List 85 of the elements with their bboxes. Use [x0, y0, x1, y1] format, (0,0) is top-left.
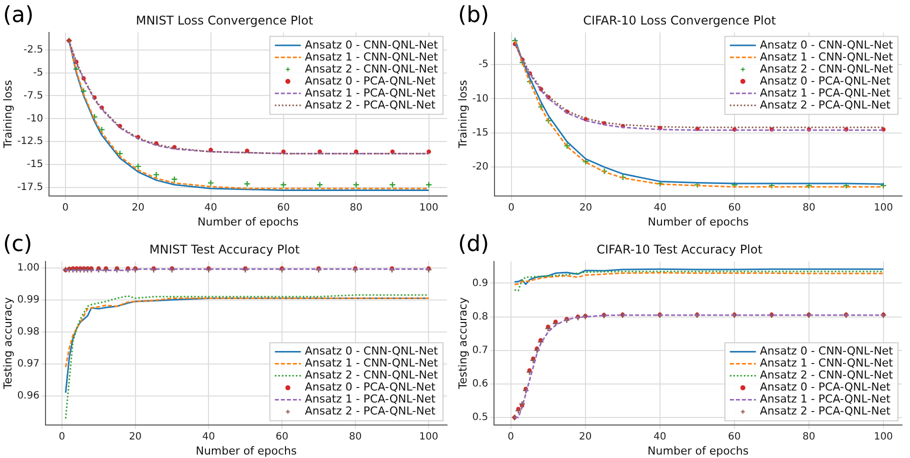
x-tick-label: 0 — [508, 431, 514, 442]
x-axis-title: Number of epochs — [198, 215, 299, 228]
x-tick-label: 40 — [654, 431, 666, 442]
chart-title: CIFAR-10 Loss Convergence Plot — [583, 13, 776, 28]
y-tick-label: -12.5 — [17, 136, 44, 148]
x-tick-label: 80 — [350, 202, 363, 214]
legend-label: Ansatz 0 - CNN-QNL-Net — [304, 38, 439, 52]
text: (a) — [3, 3, 34, 28]
y-axis-title: Training loss — [1, 80, 14, 150]
x-tick-label: 80 — [802, 202, 816, 214]
text: (b) — [458, 3, 490, 28]
x-tick-label: 60 — [276, 431, 288, 442]
y-axis-title: Testing accuracy — [456, 296, 470, 390]
legend-label: Ansatz 2 - CNN-QNL-Net — [760, 62, 894, 76]
y-tick-label: -17.5 — [17, 182, 44, 194]
y-tick-label: 0.98 — [17, 326, 40, 338]
y-tick-label: -5 — [33, 67, 44, 78]
chart-title: MNIST Loss Convergence Plot — [136, 13, 314, 28]
y-tick-label: 0.8 — [472, 311, 488, 322]
legend-label: Ansatz 1 - PCA-QNL-Net — [760, 392, 892, 406]
legend-label: Ansatz 0 - PCA-QNL-Net — [760, 380, 892, 394]
chart-title: MNIST Test Accuracy Plot — [149, 242, 300, 256]
y-tick-label: 0.5 — [472, 412, 488, 424]
legend-label: Ansatz 1 - CNN-QNL-Net — [760, 50, 894, 64]
y-tick-label: 1.00 — [17, 262, 40, 274]
legend-label: Ansatz 2 - PCA-QNL-Net — [760, 98, 892, 112]
legend-label: Ansatz 1 - PCA-QNL-Net — [304, 392, 436, 406]
legend-label: Ansatz 2 - PCA-QNL-Net — [760, 404, 892, 418]
y-tick-label: -10 — [472, 93, 489, 104]
y-tick-label: -5 — [478, 59, 489, 70]
y-tick-label: 0.96 — [17, 390, 40, 402]
x-tick-label: 0 — [62, 202, 69, 214]
legend-label: Ansatz 0 - PCA-QNL-Net — [304, 380, 436, 394]
x-axis-title: Number of epochs — [648, 215, 750, 228]
x-tick-label: 0 — [58, 431, 66, 442]
legend-label: Ansatz 1 - CNN-QNL-Net — [304, 50, 439, 64]
x-tick-label: 40 — [202, 431, 216, 442]
legend-label: Ansatz 2 - PCA-QNL-Net — [304, 98, 436, 112]
x-tick-label: 60 — [728, 431, 741, 442]
x-tick-label: 60 — [277, 202, 290, 214]
text: (c) — [3, 232, 32, 257]
x-axis-title: Number of epochs — [648, 444, 749, 458]
legend-label: Ansatz 1 - CNN-QNL-Net — [760, 356, 894, 370]
x-tick-label: 20 — [579, 202, 592, 214]
y-tick-label: 0.6 — [472, 378, 488, 390]
x-tick-label: 40 — [654, 202, 666, 214]
y-tick-label: -15 — [472, 127, 489, 138]
legend-label: Ansatz 0 - CNN-QNL-Net — [760, 38, 894, 52]
legend-label: Ansatz 2 - PCA-QNL-Net — [304, 404, 436, 418]
legend-label: Ansatz 0 - CNN-QNL-Net — [760, 344, 894, 358]
legend-label: Ansatz 1 - PCA-QNL-Net — [304, 86, 436, 100]
x-tick-label: 100 — [419, 202, 438, 214]
y-tick-label: 0.7 — [472, 344, 488, 356]
y-tick-label: 0.99 — [17, 294, 40, 306]
x-tick-label: 100 — [419, 431, 438, 442]
x-tick-label: 0 — [508, 202, 514, 214]
y-tick-label: 0.97 — [17, 358, 40, 370]
y-tick-label: -20 — [472, 162, 489, 173]
y-tick-label: -7.5 — [24, 90, 44, 102]
x-tick-label: 80 — [348, 431, 362, 442]
y-tick-label: -2.5 — [24, 44, 44, 56]
legend-label: Ansatz 2 - CNN-QNL-Net — [760, 368, 894, 382]
x-tick-label: 100 — [874, 431, 893, 442]
legend-label: Ansatz 2 - CNN-QNL-Net — [304, 62, 439, 76]
x-tick-label: 80 — [802, 431, 816, 442]
legend-label: Ansatz 0 - CNN-QNL-Net — [304, 344, 439, 358]
legend-label: Ansatz 1 - PCA-QNL-Net — [760, 86, 892, 100]
y-tick-label: 0.9 — [472, 278, 488, 289]
chart-title: CIFAR-10 Test Accuracy Plot — [596, 242, 763, 256]
y-tick-label: -15 — [26, 159, 44, 170]
x-axis-title: Number of epochs — [196, 444, 298, 458]
x-tick-label: 40 — [204, 202, 218, 214]
legend-label: Ansatz 2 - CNN-QNL-Net — [304, 368, 439, 382]
x-tick-label: 20 — [128, 431, 142, 442]
y-axis-title: Training loss — [456, 80, 470, 150]
y-axis-title: Testing accuracy — [1, 296, 14, 390]
legend-label: Ansatz 0 - PCA-QNL-Net — [760, 74, 892, 88]
legend-label: Ansatz 1 - CNN-QNL-Net — [304, 356, 439, 370]
x-tick-label: 60 — [728, 202, 741, 214]
text: (d) — [458, 232, 490, 257]
legend-label: Ansatz 0 - PCA-QNL-Net — [304, 74, 436, 88]
y-tick-label: -10 — [26, 113, 44, 124]
x-tick-label: 20 — [579, 431, 592, 442]
x-tick-label: 20 — [132, 202, 144, 214]
x-tick-label: 100 — [874, 202, 893, 214]
